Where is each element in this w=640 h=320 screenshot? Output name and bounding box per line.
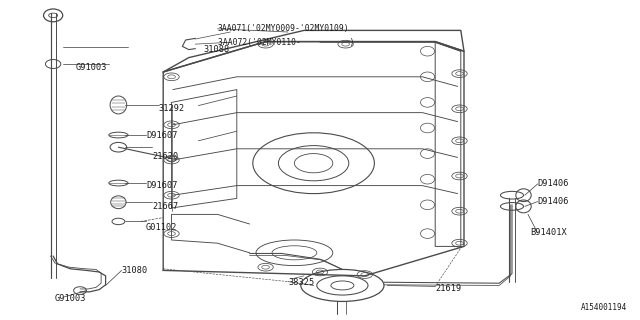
Text: G01102: G01102 <box>146 223 177 232</box>
Text: 3AA071('02MY0009-'02MY0109): 3AA071('02MY0009-'02MY0109) <box>218 24 349 33</box>
Text: D91406: D91406 <box>538 197 569 206</box>
Text: G91003: G91003 <box>54 294 86 303</box>
Text: D91607: D91607 <box>146 181 177 190</box>
Text: B91401X: B91401X <box>530 228 566 237</box>
Text: 21667: 21667 <box>152 202 179 211</box>
Text: 31080: 31080 <box>122 266 148 275</box>
Text: 31292: 31292 <box>159 104 185 113</box>
Text: D91406: D91406 <box>538 180 569 188</box>
Text: A154001194: A154001194 <box>581 303 627 312</box>
Text: D91607: D91607 <box>146 132 177 140</box>
Text: 21619: 21619 <box>435 284 461 293</box>
Text: 21620: 21620 <box>152 152 179 161</box>
Text: 31088: 31088 <box>204 45 230 54</box>
Text: 38325: 38325 <box>288 278 314 287</box>
Text: 3AA072('02MY0110-          ): 3AA072('02MY0110- ) <box>218 38 354 47</box>
Text: G91003: G91003 <box>76 63 107 72</box>
